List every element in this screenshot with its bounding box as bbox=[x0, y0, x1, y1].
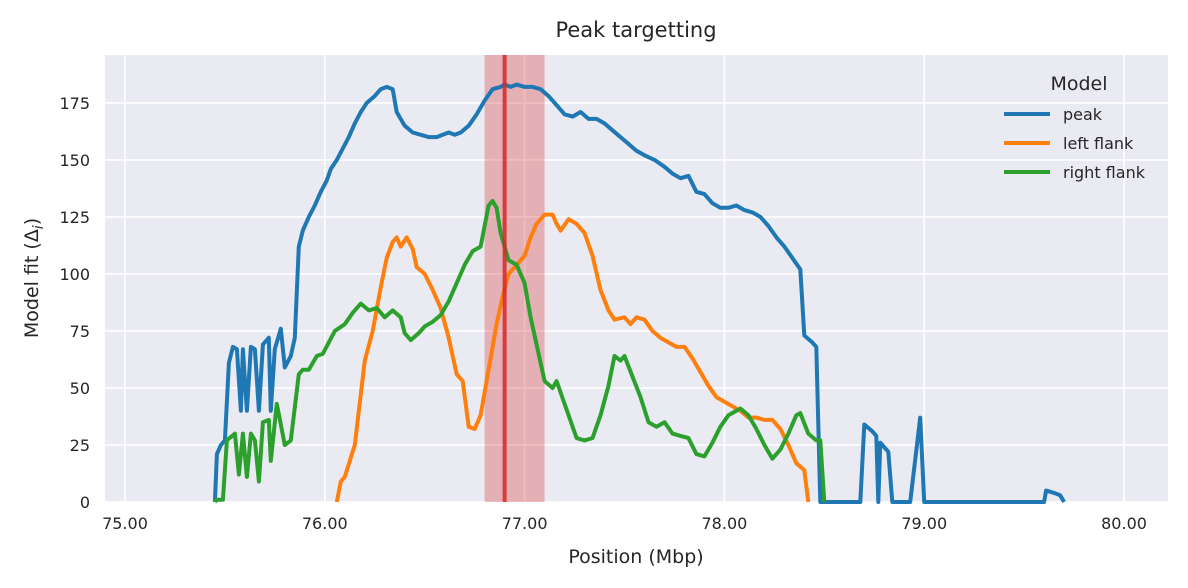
y-axis-label-close: ) bbox=[21, 218, 43, 225]
y-tick-label: 25 bbox=[70, 436, 90, 455]
y-tick-label: 50 bbox=[70, 379, 90, 398]
y-axis: 0 25 50 75 100 125 150 175 bbox=[59, 94, 90, 512]
y-tick-label: 100 bbox=[59, 265, 90, 284]
plot-background bbox=[105, 55, 1168, 502]
y-axis-label-subscript: i bbox=[31, 225, 47, 229]
chart-title: Peak targetting bbox=[555, 18, 716, 42]
y-axis-label-main: Model fit (Δ bbox=[21, 229, 43, 338]
series-line-peak bbox=[212, 82, 1066, 504]
x-tick-label: 77.00 bbox=[502, 514, 548, 533]
legend-label: left flank bbox=[1063, 134, 1134, 153]
x-axis-label: Position (Mbp) bbox=[568, 546, 703, 568]
legend-title: Model bbox=[1050, 73, 1107, 95]
x-tick-label: 78.00 bbox=[702, 514, 748, 533]
x-tick-label: 75.00 bbox=[102, 514, 148, 533]
y-tick-label: 75 bbox=[70, 322, 90, 341]
x-tick-label: 80.00 bbox=[1101, 514, 1147, 533]
series-line-right-flank bbox=[213, 199, 827, 504]
y-axis-label: Model fit (Δi) bbox=[21, 218, 47, 338]
grid bbox=[105, 55, 1168, 503]
y-tick-label: 175 bbox=[59, 94, 90, 113]
y-tick-label: 150 bbox=[59, 151, 90, 170]
x-tick-label: 76.00 bbox=[302, 514, 348, 533]
series-line-left-flank bbox=[334, 212, 811, 503]
highlight-region bbox=[484, 55, 545, 502]
y-tick-label: 125 bbox=[59, 208, 90, 227]
legend-label: right flank bbox=[1063, 163, 1146, 182]
x-axis: 75.00 76.00 77.00 78.00 79.00 80.00 bbox=[102, 514, 1147, 533]
highlight-band bbox=[484, 55, 545, 502]
series-lines bbox=[212, 82, 1066, 504]
x-tick-label: 79.00 bbox=[901, 514, 947, 533]
y-tick-label: 0 bbox=[80, 493, 90, 512]
legend: Model peak left flank right flank bbox=[1004, 73, 1146, 182]
legend-label: peak bbox=[1063, 105, 1103, 124]
